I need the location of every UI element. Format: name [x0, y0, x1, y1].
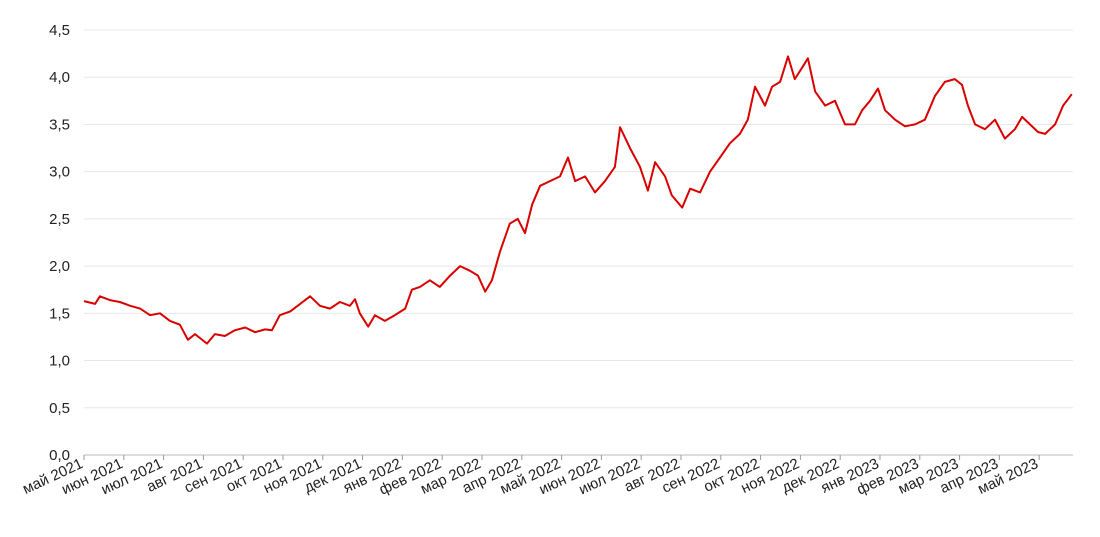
y-tick-label: 4,0	[49, 69, 70, 86]
y-tick-label: 2,5	[49, 211, 70, 228]
y-tick-label: 4,5	[49, 22, 70, 39]
y-tick-label: 1,0	[49, 353, 70, 370]
y-tick-label: 0,0	[49, 447, 70, 464]
y-tick-label: 3,5	[49, 116, 70, 133]
y-tick-label: 1,5	[49, 305, 70, 322]
y-tick-label: 3,0	[49, 164, 70, 181]
y-tick-label: 0,5	[49, 400, 70, 417]
data-line	[83, 55, 1073, 345]
y-tick-label: 2,0	[49, 258, 70, 275]
